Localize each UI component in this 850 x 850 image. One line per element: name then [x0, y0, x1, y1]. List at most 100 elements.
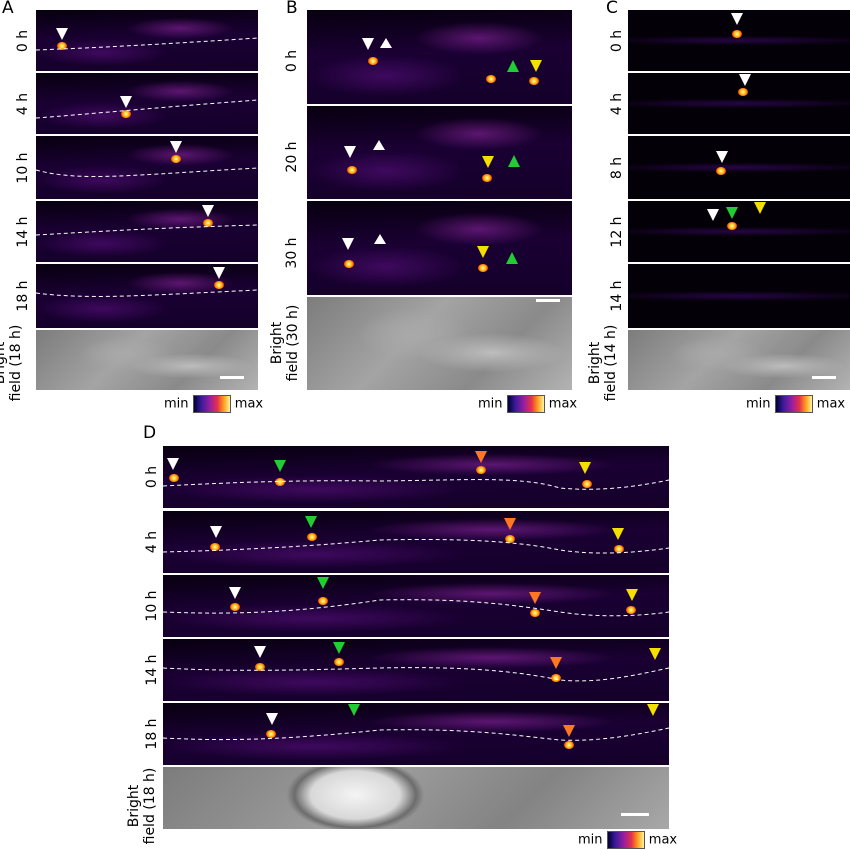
puncta-spot: [476, 466, 486, 474]
puncta-spot: [564, 741, 574, 749]
panel-a-frame-14h: [36, 201, 258, 262]
arrowhead-icon: [305, 516, 317, 528]
panel-d-frame-0h: [163, 446, 669, 508]
puncta-spot: [347, 166, 357, 174]
arrowhead-icon: [120, 96, 132, 108]
arrowhead-icon: [333, 642, 345, 654]
puncta-spot: [626, 606, 636, 614]
arrowhead-icon: [210, 526, 222, 538]
arrowhead-icon: [229, 587, 241, 599]
panel-c-colorbar: min max: [746, 395, 845, 413]
arrowhead-icon: [348, 704, 360, 716]
panel-b-letter: B: [286, 0, 298, 18]
colorbar-gradient: [192, 395, 231, 413]
colorbar-max: max: [648, 832, 678, 848]
arrowhead-icon: [707, 209, 719, 221]
arrowhead-icon: [362, 38, 374, 50]
puncta-spot: [716, 167, 726, 175]
puncta-spot: [738, 88, 748, 96]
arrowhead-up-icon: [507, 60, 519, 72]
arrowhead-icon: [56, 28, 68, 40]
puncta-spot: [478, 264, 488, 272]
panel-c-frame-12h: [628, 201, 850, 262]
puncta-spot: [344, 260, 354, 268]
arrowhead-icon: [213, 267, 225, 279]
arrowhead-icon: [739, 74, 751, 86]
arrowhead-icon: [530, 60, 542, 72]
colorbar-max: max: [816, 396, 846, 412]
panel-b-brightfield: [307, 297, 572, 390]
puncta-spot: [482, 174, 492, 182]
arrowhead-icon: [274, 460, 286, 472]
arrowhead-up-icon: [380, 38, 392, 48]
puncta-spot: [275, 478, 285, 486]
arrowhead-icon: [202, 205, 214, 217]
puncta-spot: [529, 77, 539, 85]
panel-c-frame-8h: [628, 136, 850, 199]
arrowhead-icon: [754, 202, 766, 214]
puncta-spot: [230, 603, 240, 611]
colorbar-gradient: [774, 395, 813, 413]
puncta-spot: [614, 545, 624, 553]
puncta-spot: [210, 543, 220, 551]
arrowhead-icon: [647, 704, 659, 716]
arrowhead-icon: [504, 518, 516, 530]
puncta-spot: [203, 219, 213, 227]
arrowhead-icon: [649, 648, 661, 660]
panel-d-frame-4h: [163, 511, 669, 573]
arrowhead-icon: [254, 646, 266, 658]
arrowhead-up-icon: [508, 155, 520, 167]
panel-d-letter: D: [143, 423, 157, 443]
puncta-spot: [214, 281, 224, 289]
puncta-spot: [486, 75, 496, 83]
puncta-spot: [121, 110, 131, 118]
arrowhead-icon: [317, 577, 329, 589]
panel-d-colorbar: min max: [578, 831, 677, 849]
puncta-spot: [266, 730, 276, 738]
arrowhead-icon: [563, 725, 575, 737]
arrowhead-icon: [170, 141, 182, 153]
arrowhead-icon: [612, 528, 624, 540]
puncta-spot: [334, 658, 344, 666]
panel-b-colorbar: min max: [478, 395, 577, 413]
puncta-spot: [582, 480, 592, 488]
panel-a-letter: A: [2, 0, 14, 18]
arrowhead-icon: [550, 657, 562, 669]
arrowhead-up-icon: [373, 140, 385, 150]
arrowhead-icon: [167, 458, 179, 470]
arrowhead-up-icon: [506, 252, 518, 264]
scale-bar: [220, 376, 244, 379]
colorbar-max: max: [548, 396, 578, 412]
panel-a-frame-10h: [36, 136, 258, 199]
arrowhead-icon: [344, 146, 356, 158]
panel-d-frame-18h: [163, 703, 669, 765]
puncta-spot: [368, 57, 378, 65]
panel-c-letter: C: [606, 0, 618, 18]
puncta-spot: [530, 609, 540, 617]
arrowhead-icon: [579, 462, 591, 474]
scale-bar: [536, 299, 560, 302]
panel-a-brightfield: [36, 330, 258, 390]
puncta-spot: [57, 42, 67, 50]
colorbar-min: min: [578, 832, 603, 848]
arrowhead-icon: [342, 238, 354, 250]
colorbar-min: min: [478, 396, 503, 412]
arrowhead-icon: [482, 156, 494, 168]
puncta-spot: [169, 474, 179, 482]
arrowhead-icon: [477, 246, 489, 258]
colorbar-gradient: [506, 395, 545, 413]
arrowhead-icon: [529, 592, 541, 604]
puncta-spot: [551, 674, 561, 682]
panel-d-brightfield: [163, 767, 669, 829]
arrowhead-icon: [716, 151, 728, 163]
puncta-spot: [171, 155, 181, 163]
scale-bar: [621, 813, 649, 816]
puncta-spot: [318, 597, 328, 605]
arrowhead-icon: [626, 589, 638, 601]
puncta-spot: [505, 535, 515, 543]
panel-d-frame-10h: [163, 575, 669, 637]
puncta-spot: [307, 533, 317, 541]
colorbar-min: min: [164, 396, 189, 412]
puncta-spot: [255, 663, 265, 671]
